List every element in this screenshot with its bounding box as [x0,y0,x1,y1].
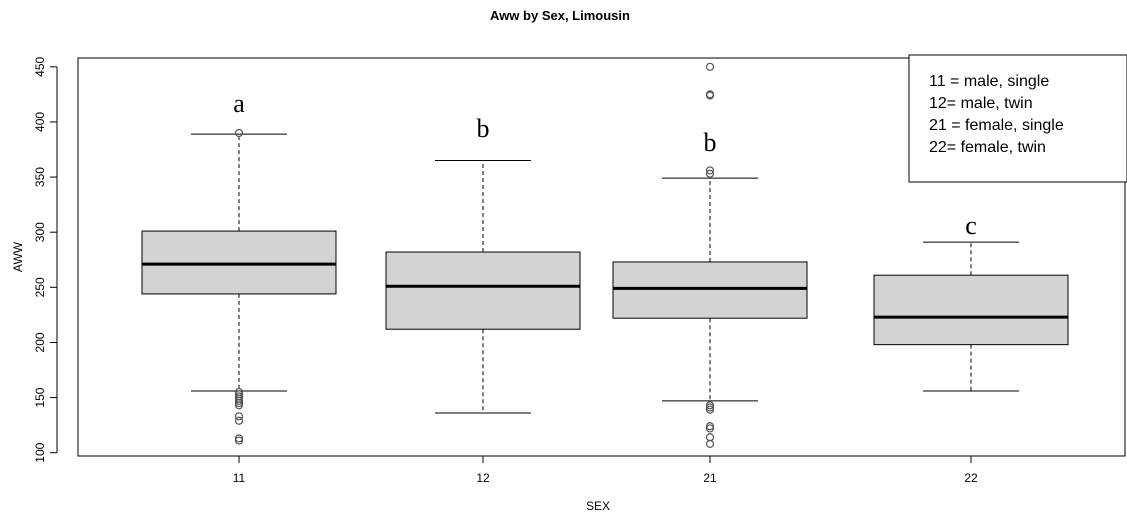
x-axis: 11 12 21 22 [233,455,978,485]
outlier-point [705,422,715,431]
box-group [141,62,1069,448]
iqr-box [612,261,808,319]
iqr-box [873,274,1069,346]
iqr-box [141,230,337,295]
significance-letter-21: b [704,128,717,157]
y-tick-label: 400 [33,112,47,132]
box-11 [141,128,337,445]
y-tick-label: 350 [33,167,47,187]
outlier-point [705,401,715,410]
legend-box [908,54,1127,183]
outlier-point [705,62,715,71]
outlier-point [234,412,244,421]
outlier-point [234,398,244,408]
x-tick-label: 22 [964,471,978,485]
outlier-point [705,403,715,412]
significance-letter-12: b [477,114,490,143]
outlier-point [234,128,244,138]
legend-entry-12: 12= male, twin [929,95,1033,112]
outlier-point [705,433,715,442]
x-tick-label: 21 [703,471,717,485]
outlier-point [705,91,715,100]
x-tick-label: 12 [476,471,490,485]
x-axis-label: SEX [586,499,610,513]
x-tick-label: 11 [233,471,246,485]
outlier-point [705,169,715,178]
legend-entry-11: 11 = male, single [929,73,1049,90]
outlier-point [705,439,715,448]
outlier-point [705,405,715,414]
outlier-point [234,434,244,443]
legend-entry-22: 22= female, twin [929,139,1046,156]
y-tick-label: 300 [33,222,47,242]
legend: 11 = male, single 12= male, twin 21 = fe… [908,54,1127,183]
outlier-point [705,424,715,433]
y-tick-label: 200 [33,332,47,352]
outlier-point [234,396,244,405]
y-axis-label: AWW [11,241,25,272]
significance-letter-11: a [233,89,245,118]
box-22 [873,241,1069,392]
outlier-point [705,166,715,175]
significance-letters: a b b c [233,89,977,240]
legend-entry-21: 21 = female, single [929,117,1064,134]
y-tick-label: 250 [33,277,47,297]
y-axis: 100 150 200 250 300 350 400 450 [33,56,58,463]
outlier-point [234,436,244,445]
significance-letter-22: c [965,211,977,240]
y-tick-label: 450 [33,56,47,76]
outlier-point [234,401,244,410]
box-12 [385,160,581,414]
outlier-point [234,416,244,425]
iqr-box [385,251,581,330]
box-21 [612,62,808,448]
y-tick-label: 100 [33,442,47,462]
chart-title: Aww by Sex, Limousin [490,8,630,23]
y-tick-label: 150 [33,387,47,407]
